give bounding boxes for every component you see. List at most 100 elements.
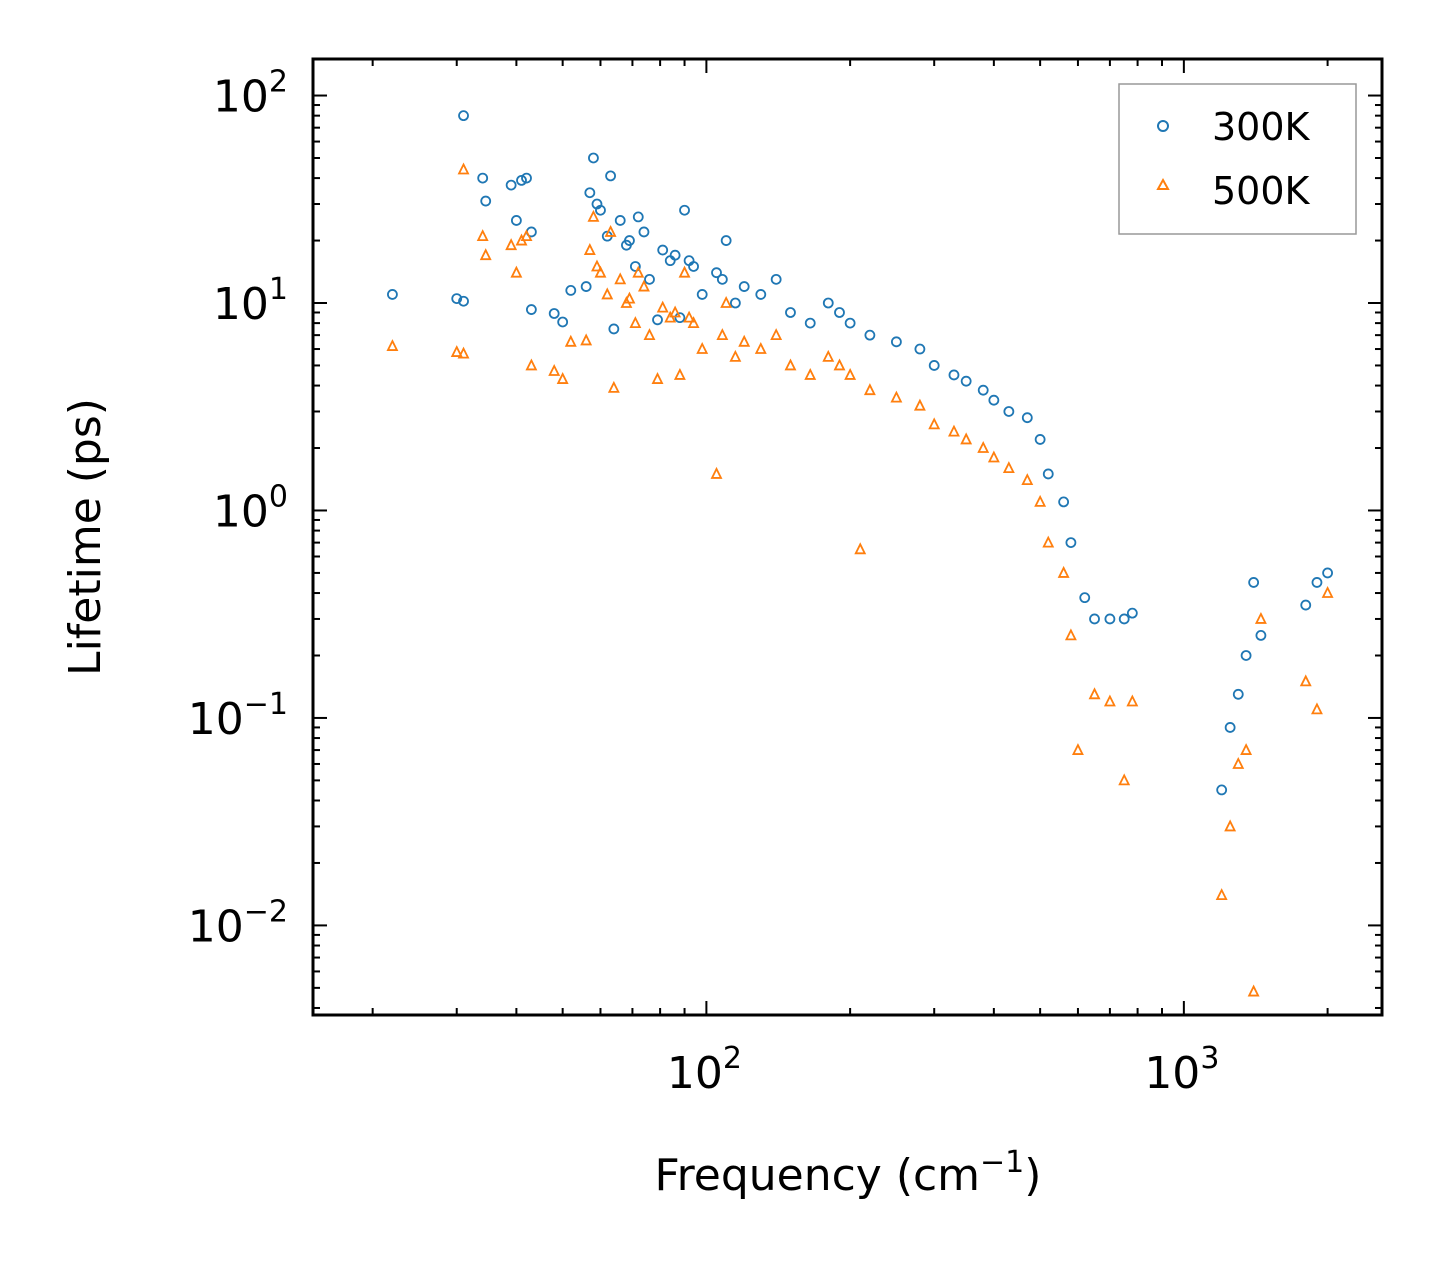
point-500k xyxy=(678,265,691,278)
point-300k xyxy=(669,249,681,261)
point-300k xyxy=(521,172,532,184)
point-500k xyxy=(863,383,876,396)
series-500k xyxy=(386,162,1334,997)
point-500k xyxy=(476,229,489,242)
point-300k xyxy=(1021,412,1033,424)
point-500k xyxy=(696,342,709,354)
point-300k xyxy=(565,285,577,296)
point-300k xyxy=(688,261,699,272)
point-500k xyxy=(604,224,617,237)
point-300k xyxy=(914,343,926,355)
point-500k xyxy=(607,380,620,393)
y-axis-title: Lifetime (ps) xyxy=(60,398,111,676)
plot-frame xyxy=(311,57,1384,1017)
point-300k xyxy=(516,174,527,186)
point-500k xyxy=(525,358,538,371)
point-300k xyxy=(387,289,398,300)
point-300k xyxy=(632,211,644,223)
point-500k xyxy=(1321,586,1334,598)
point-300k xyxy=(458,110,469,122)
point-500k xyxy=(844,367,857,380)
point-300k xyxy=(716,273,728,285)
legend-marker-300k xyxy=(1157,120,1169,132)
point-500k xyxy=(987,450,1000,463)
point-300k xyxy=(1248,577,1260,588)
point-300k xyxy=(1311,577,1323,588)
point-500k xyxy=(580,333,593,346)
legend-label-300k: 300K xyxy=(1212,105,1311,149)
point-500k xyxy=(729,349,742,362)
point-500k xyxy=(601,287,614,300)
point-300k xyxy=(657,244,669,256)
point-500k xyxy=(1034,494,1047,507)
point-300k xyxy=(1118,613,1130,625)
point-500k xyxy=(583,243,596,255)
point-500k xyxy=(1071,743,1084,755)
point-500k xyxy=(720,295,733,308)
point-300k xyxy=(1322,567,1333,579)
point-300k xyxy=(451,293,463,305)
point-300k xyxy=(480,195,492,207)
point-500k xyxy=(1240,743,1253,755)
point-300k xyxy=(977,384,989,396)
point-500k xyxy=(510,265,523,278)
point-300k xyxy=(1058,496,1070,508)
point-500k xyxy=(960,432,973,445)
point-500k xyxy=(977,441,990,453)
point-300k xyxy=(624,235,635,246)
point-500k xyxy=(651,372,664,384)
point-300k xyxy=(608,323,620,335)
point-500k xyxy=(1215,888,1228,900)
point-300k xyxy=(1089,613,1100,625)
point-300k xyxy=(1232,688,1244,700)
series-300k xyxy=(387,110,1333,796)
point-500k xyxy=(594,265,607,278)
point-500k xyxy=(1042,535,1055,548)
point-500k xyxy=(716,328,729,341)
point-500k xyxy=(687,316,700,329)
point-500k xyxy=(623,291,636,304)
point-500k xyxy=(913,398,926,411)
point-300k xyxy=(1104,613,1116,625)
point-500k xyxy=(833,358,846,371)
point-300k xyxy=(864,329,876,341)
point-500k xyxy=(1311,702,1323,715)
point-300k xyxy=(1224,722,1236,733)
point-500k xyxy=(1247,984,1260,997)
legend-marker-500k xyxy=(1156,177,1170,190)
point-300k xyxy=(729,297,741,309)
point-300k xyxy=(1240,650,1252,661)
point-300k xyxy=(652,314,663,326)
point-300k xyxy=(720,235,732,246)
point-300k xyxy=(505,179,517,191)
point-300k xyxy=(890,336,902,348)
point-500k xyxy=(928,417,941,430)
point-500k xyxy=(738,334,751,347)
tick-labels: 102 103 102 101 100 10−1 10−2 xyxy=(188,65,1220,1099)
point-300k xyxy=(1126,607,1138,619)
point-300k xyxy=(525,304,537,315)
point-300k xyxy=(804,317,816,329)
point-300k xyxy=(1216,784,1228,796)
point-500k xyxy=(890,390,903,403)
point-300k xyxy=(834,307,845,318)
point-300k xyxy=(557,316,569,328)
point-500k xyxy=(710,466,723,479)
point-500k xyxy=(673,367,686,380)
point-500k xyxy=(1103,694,1116,707)
point-500k xyxy=(1224,819,1237,832)
point-300k xyxy=(605,170,616,182)
point-300k xyxy=(1079,592,1091,604)
point-500k xyxy=(556,372,569,384)
point-300k xyxy=(960,375,972,387)
point-300k xyxy=(928,360,940,371)
point-500k xyxy=(1118,773,1131,786)
point-500k xyxy=(1064,628,1077,641)
point-500k xyxy=(587,209,600,222)
point-500k xyxy=(520,229,533,242)
legend: 300K 500K xyxy=(1118,83,1357,235)
point-300k xyxy=(948,369,960,381)
point-300k xyxy=(588,152,599,164)
legend-label-500k: 500K xyxy=(1212,169,1311,213)
